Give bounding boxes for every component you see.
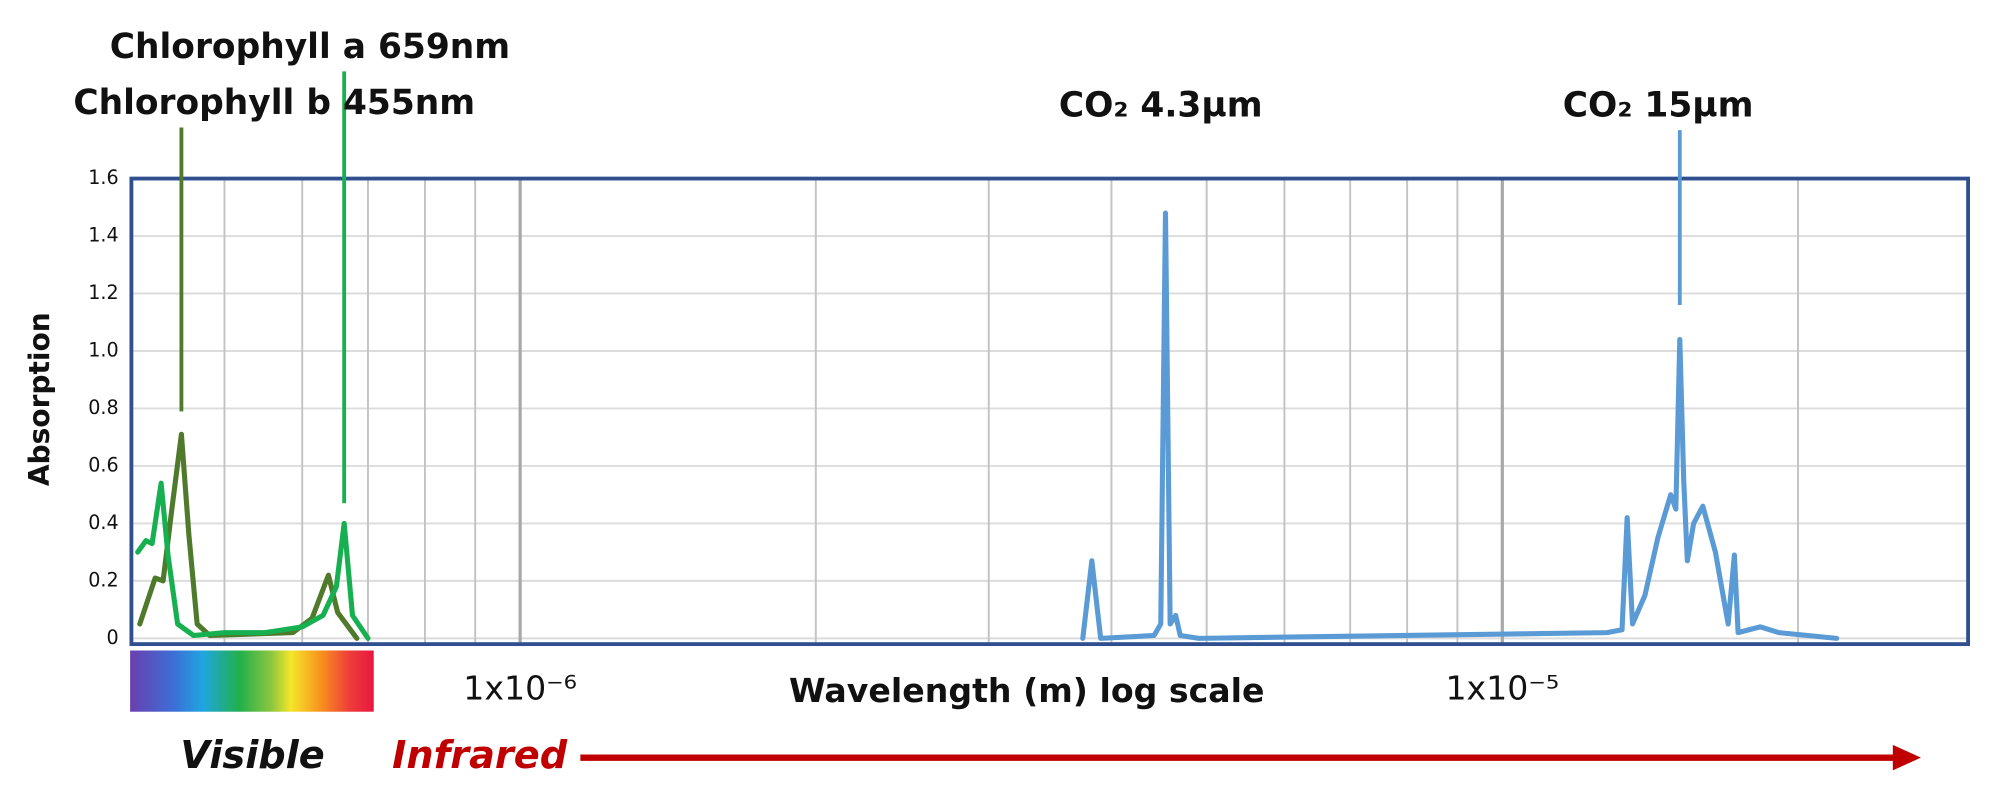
x-axis-label: Wavelength (m) log scale xyxy=(789,671,1265,710)
annotation: Chlorophyll a 659nm xyxy=(110,27,510,67)
annotation: Chlorophyll b 455nm xyxy=(73,83,475,123)
y-tick-label: 1.4 xyxy=(88,224,118,247)
x-tick-label: 1x10⁻⁵ xyxy=(1445,669,1559,708)
visible-spectrum xyxy=(130,650,374,712)
y-tick-label: 0.6 xyxy=(88,453,118,476)
y-tick-label: 0.4 xyxy=(88,511,118,534)
series-line xyxy=(137,431,360,641)
grid xyxy=(131,177,1969,645)
plot-frame xyxy=(129,176,1971,647)
arrow-head xyxy=(1892,744,1921,771)
y-axis-label: Absorption xyxy=(23,312,56,486)
y-tick-label: 0.8 xyxy=(88,396,118,419)
annotation: CO₂ 4.3µm xyxy=(1059,86,1263,126)
series-line xyxy=(135,480,371,641)
x-tick-label: 1x10⁻⁶ xyxy=(463,669,577,708)
y-tick-label: 1.0 xyxy=(88,338,118,361)
annotation: CO₂ 15µm xyxy=(1563,86,1754,126)
y-tick-label: 0.2 xyxy=(88,568,118,591)
y-tick-label: 0 xyxy=(106,626,118,649)
labels: 0 0.2 0.4 0.6 0.8 1.0 1.2 1.4 1.6 1x10⁻⁶ 1x10⁻⁵ Chl… xyxy=(73,27,1753,708)
region-label: Infrared xyxy=(392,733,568,778)
region-label: Visible xyxy=(180,733,324,778)
lines xyxy=(135,210,1840,641)
series-line xyxy=(1080,210,1840,641)
y-tick-label: 1.6 xyxy=(88,166,118,189)
y-tick-label: 1.2 xyxy=(88,281,118,304)
